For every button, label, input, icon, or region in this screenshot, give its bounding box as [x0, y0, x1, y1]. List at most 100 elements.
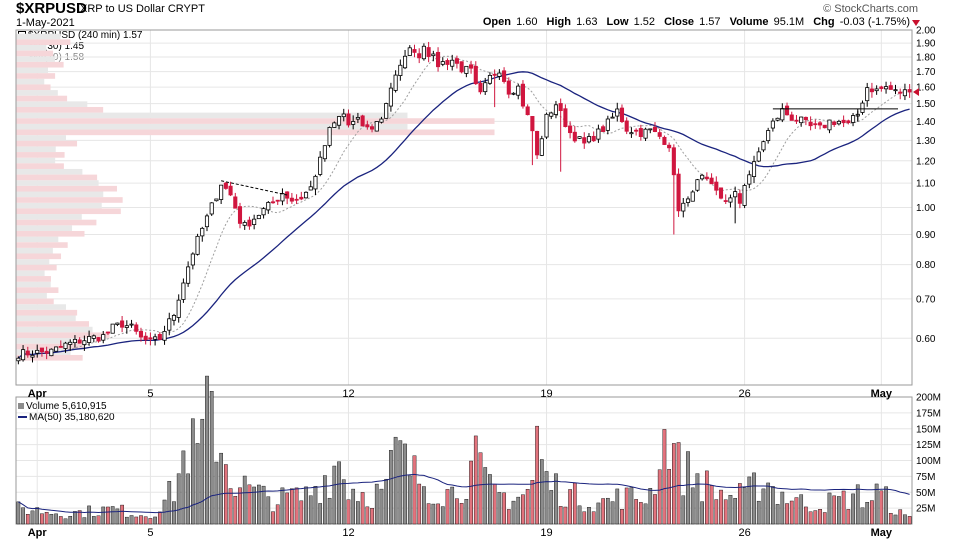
candle-body — [355, 117, 360, 120]
vbp-bar-up — [16, 135, 66, 141]
volume-bar — [587, 507, 591, 525]
vbp-bar-up — [16, 67, 48, 74]
volume-bar — [502, 492, 506, 525]
volume-bar — [653, 494, 657, 525]
vbp-bar-down — [16, 287, 59, 293]
vbp-bar-up — [16, 247, 53, 254]
volume-bar — [266, 496, 271, 525]
price-tick-label: 0.60 — [916, 334, 936, 345]
candle-body — [450, 59, 455, 67]
down-arrow-icon — [912, 20, 920, 26]
candles-layer — [16, 41, 912, 365]
candle-body — [629, 132, 634, 135]
volume-bar — [521, 494, 525, 525]
volume-bar — [360, 492, 365, 525]
volume-bar — [219, 452, 223, 525]
volume-bar — [601, 498, 605, 525]
candle-body — [91, 335, 96, 339]
volume-bar — [332, 465, 337, 525]
candle-body — [289, 197, 294, 202]
volume-bar — [898, 509, 903, 525]
volume-bar — [700, 501, 704, 525]
vbp-bar-up — [16, 214, 82, 220]
candle-body — [120, 320, 125, 328]
vbp-bar-down — [16, 39, 71, 45]
candle-body — [417, 53, 422, 59]
price-panel-frame — [15, 29, 913, 386]
volume-bar — [492, 484, 497, 525]
candle-body — [72, 338, 77, 344]
candle-body — [256, 214, 261, 220]
candle-body — [803, 116, 808, 121]
volume-bar — [450, 486, 455, 525]
candle-body — [110, 323, 115, 334]
candle-body — [624, 120, 629, 132]
candle-body — [869, 88, 874, 93]
candle-body — [294, 198, 299, 201]
candle-body — [365, 124, 370, 128]
candle-body — [223, 182, 228, 189]
volume-bar — [464, 499, 469, 525]
vbp-bar-down — [16, 309, 78, 316]
candle-body — [483, 82, 488, 93]
candle-body — [497, 72, 502, 77]
candle-body — [266, 202, 271, 211]
candle-body — [737, 193, 742, 204]
candle-body — [511, 92, 516, 95]
volume-bar — [558, 506, 563, 525]
x-tick-label: May — [871, 388, 893, 400]
candle-body — [313, 175, 318, 190]
chg-value: -0.03 (-1.75%) — [839, 16, 910, 28]
volume-bar — [370, 508, 374, 525]
vbp-bar-down — [16, 50, 54, 57]
volume-bar — [30, 510, 35, 525]
legend-ma10-text: MA(10) 1.58 — [29, 52, 85, 63]
candle-body — [148, 337, 153, 340]
candle-body — [723, 200, 728, 202]
volume-bar — [304, 486, 308, 525]
candle-body — [407, 47, 412, 56]
volume-bar — [356, 501, 360, 525]
vbp-bar-up — [16, 259, 50, 265]
candle-body — [817, 122, 823, 126]
candle-body — [176, 299, 181, 318]
price-tick-label: 1.50 — [916, 99, 936, 110]
volume-bar — [907, 516, 912, 525]
candle-body — [530, 116, 535, 132]
candle-body — [214, 198, 219, 202]
candle-body — [784, 105, 790, 116]
candle-body — [426, 47, 431, 57]
volume-bar — [440, 506, 445, 525]
candle-body — [115, 322, 120, 325]
vbp-bar-down — [16, 253, 62, 260]
candle-body — [332, 122, 337, 128]
vbp-bar-down — [16, 264, 57, 271]
volume-bar — [374, 483, 379, 525]
legend-volume-ma: MA(50) 35,180,620 — [18, 412, 115, 423]
candle-body — [690, 191, 695, 202]
volume-bar — [313, 486, 318, 525]
candle-body — [299, 196, 304, 200]
candle-body — [667, 144, 672, 149]
candle-body — [327, 127, 332, 146]
candle-body — [591, 135, 596, 142]
volume-bar — [469, 460, 473, 525]
volume-bar — [398, 440, 403, 525]
volume-bar — [752, 472, 756, 525]
candle-body — [49, 348, 54, 357]
volume-bar — [766, 482, 771, 525]
candle-body — [780, 108, 785, 121]
candle-body — [25, 350, 30, 356]
volume-bar — [714, 499, 719, 525]
volume-bar — [190, 418, 195, 525]
volume-bar — [822, 512, 827, 525]
candle-body — [58, 345, 63, 348]
volume-tick-label: 200M — [916, 393, 941, 404]
volume-bar — [568, 489, 572, 525]
volume-bar — [247, 484, 252, 525]
vbp-bar-up — [16, 101, 88, 107]
candle-body — [709, 177, 714, 185]
candle-body — [275, 199, 280, 202]
price-tick-label: 1.90 — [916, 39, 936, 50]
volume-bar — [82, 517, 87, 525]
